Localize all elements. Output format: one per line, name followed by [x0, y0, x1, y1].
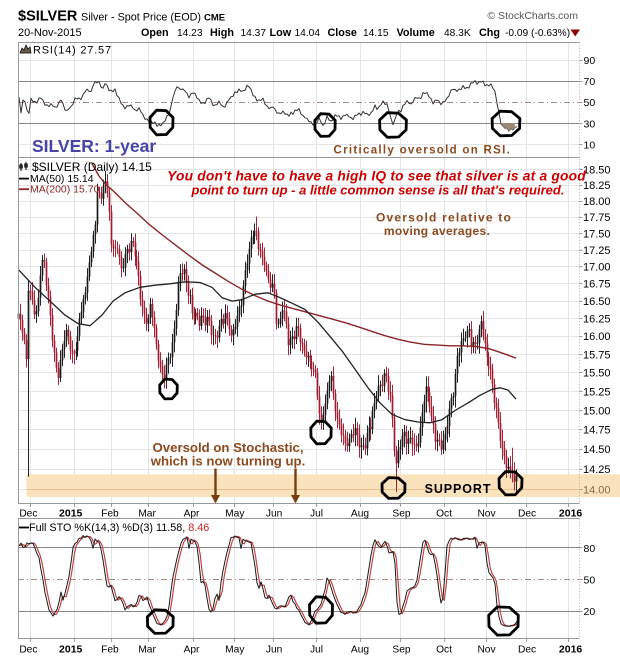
svg-text:17.75: 17.75 — [583, 212, 611, 224]
svg-text:15.75: 15.75 — [583, 349, 611, 361]
svg-text:Jun: Jun — [266, 509, 282, 520]
svg-text:Mar: Mar — [138, 509, 156, 520]
svg-text:$SILVER: $SILVER — [18, 9, 78, 25]
svg-text:Aug: Aug — [351, 509, 369, 520]
svg-text:14.25: 14.25 — [583, 464, 611, 476]
svg-text:Low: Low — [270, 27, 292, 39]
svg-text:CME: CME — [204, 13, 225, 24]
svg-text:High: High — [210, 27, 234, 39]
svg-text:Nov: Nov — [477, 645, 496, 656]
svg-text:Oversold relative to: Oversold relative to — [376, 211, 512, 225]
svg-text:Nov: Nov — [477, 509, 496, 520]
svg-text:SILVER: 1-year: SILVER: 1-year — [32, 136, 156, 156]
svg-text:16.75: 16.75 — [583, 279, 611, 291]
svg-text:14.23: 14.23 — [177, 28, 203, 39]
svg-text:Feb: Feb — [101, 509, 119, 520]
svg-text:point to turn up - a little co: point to turn up - a little common sense… — [191, 183, 565, 198]
svg-text:20-Nov-2015: 20-Nov-2015 — [18, 27, 82, 39]
svg-text:Open: Open — [141, 27, 169, 39]
svg-text:17.50: 17.50 — [583, 228, 611, 240]
svg-text:50: 50 — [584, 575, 596, 587]
svg-text:90: 90 — [584, 55, 596, 67]
svg-text:14.15: 14.15 — [363, 28, 389, 39]
svg-text:Volume: Volume — [397, 27, 435, 39]
svg-text:18.25: 18.25 — [583, 180, 611, 192]
svg-text:Close: Close — [328, 27, 357, 39]
svg-text:MA(200) 15.70: MA(200) 15.70 — [30, 184, 100, 196]
svg-text:Oct: Oct — [436, 645, 452, 656]
svg-text:$SILVER (Daily) 14.15: $SILVER (Daily) 14.15 — [32, 160, 152, 174]
svg-text:17.25: 17.25 — [583, 245, 611, 257]
svg-text:Apr: Apr — [184, 645, 200, 656]
svg-text:Oct: Oct — [436, 509, 452, 520]
svg-text:Sep: Sep — [392, 509, 410, 520]
svg-text:14.75: 14.75 — [583, 425, 611, 437]
svg-text:© StockCharts.com: © StockCharts.com — [487, 10, 578, 22]
svg-text:Silver - Spot Price (EOD): Silver - Spot Price (EOD) — [81, 12, 201, 24]
svg-text:Aug: Aug — [351, 645, 369, 656]
svg-text:10: 10 — [584, 140, 596, 152]
svg-text:Dec: Dec — [19, 509, 37, 520]
svg-text:MA(50) 15.14: MA(50) 15.14 — [30, 173, 94, 185]
svg-text:80: 80 — [584, 543, 596, 555]
svg-text:16.50: 16.50 — [583, 296, 611, 308]
svg-text:Oversold on Stochastic,: Oversold on Stochastic, — [153, 440, 304, 455]
svg-text:which is now turning up.: which is now turning up. — [150, 454, 306, 469]
svg-text:May: May — [225, 645, 245, 656]
svg-text:Jul: Jul — [310, 645, 323, 656]
svg-text:Critically oversold on RSI.: Critically oversold on RSI. — [334, 145, 512, 157]
svg-text:2015: 2015 — [59, 644, 83, 656]
svg-text:Jul: Jul — [310, 509, 323, 520]
svg-text:moving averages.: moving averages. — [384, 224, 490, 238]
svg-text:17.00: 17.00 — [583, 262, 611, 274]
svg-text:16.00: 16.00 — [583, 331, 611, 343]
svg-text:18.00: 18.00 — [583, 196, 611, 208]
svg-text:14.04: 14.04 — [295, 28, 321, 39]
svg-text:Mar: Mar — [138, 645, 156, 656]
svg-text:Chg: Chg — [479, 27, 500, 39]
svg-text:15.25: 15.25 — [583, 386, 611, 398]
svg-text:20: 20 — [584, 606, 596, 618]
svg-text:15.50: 15.50 — [583, 368, 611, 380]
svg-text:14.00: 14.00 — [583, 485, 611, 497]
svg-text:May: May — [225, 509, 245, 520]
svg-text:16.25: 16.25 — [583, 313, 611, 325]
svg-text:You don't have to have a high: You don't have to have a high IQ to see … — [167, 169, 586, 184]
svg-text:Dec: Dec — [518, 645, 536, 656]
svg-text:2015: 2015 — [59, 508, 83, 520]
svg-text:2016: 2016 — [559, 644, 583, 656]
svg-text:RSI(14) 27.57: RSI(14) 27.57 — [33, 45, 112, 57]
svg-text:Jun: Jun — [266, 645, 282, 656]
svg-text:Dec: Dec — [518, 509, 536, 520]
svg-text:18.50: 18.50 — [583, 165, 611, 177]
svg-text:50: 50 — [584, 97, 596, 109]
svg-text:Feb: Feb — [101, 645, 119, 656]
svg-text:30: 30 — [584, 118, 596, 130]
svg-text:2016: 2016 — [559, 508, 583, 520]
svg-text:48.3K: 48.3K — [444, 28, 471, 39]
svg-text:14.37: 14.37 — [241, 28, 267, 39]
svg-text:15.00: 15.00 — [583, 405, 611, 417]
svg-text:Sep: Sep — [392, 645, 410, 656]
svg-text:14.50: 14.50 — [583, 444, 611, 456]
svg-text:-0.09 (-0.63%): -0.09 (-0.63%) — [505, 28, 570, 39]
svg-text:Dec: Dec — [19, 645, 37, 656]
svg-text:70: 70 — [584, 76, 596, 88]
svg-text:SUPPORT: SUPPORT — [425, 482, 492, 496]
svg-text:Apr: Apr — [184, 509, 200, 520]
svg-text:Full STO %K(14,3) %D(3) 11.58,: Full STO %K(14,3) %D(3) 11.58, 8.46 — [29, 522, 209, 534]
